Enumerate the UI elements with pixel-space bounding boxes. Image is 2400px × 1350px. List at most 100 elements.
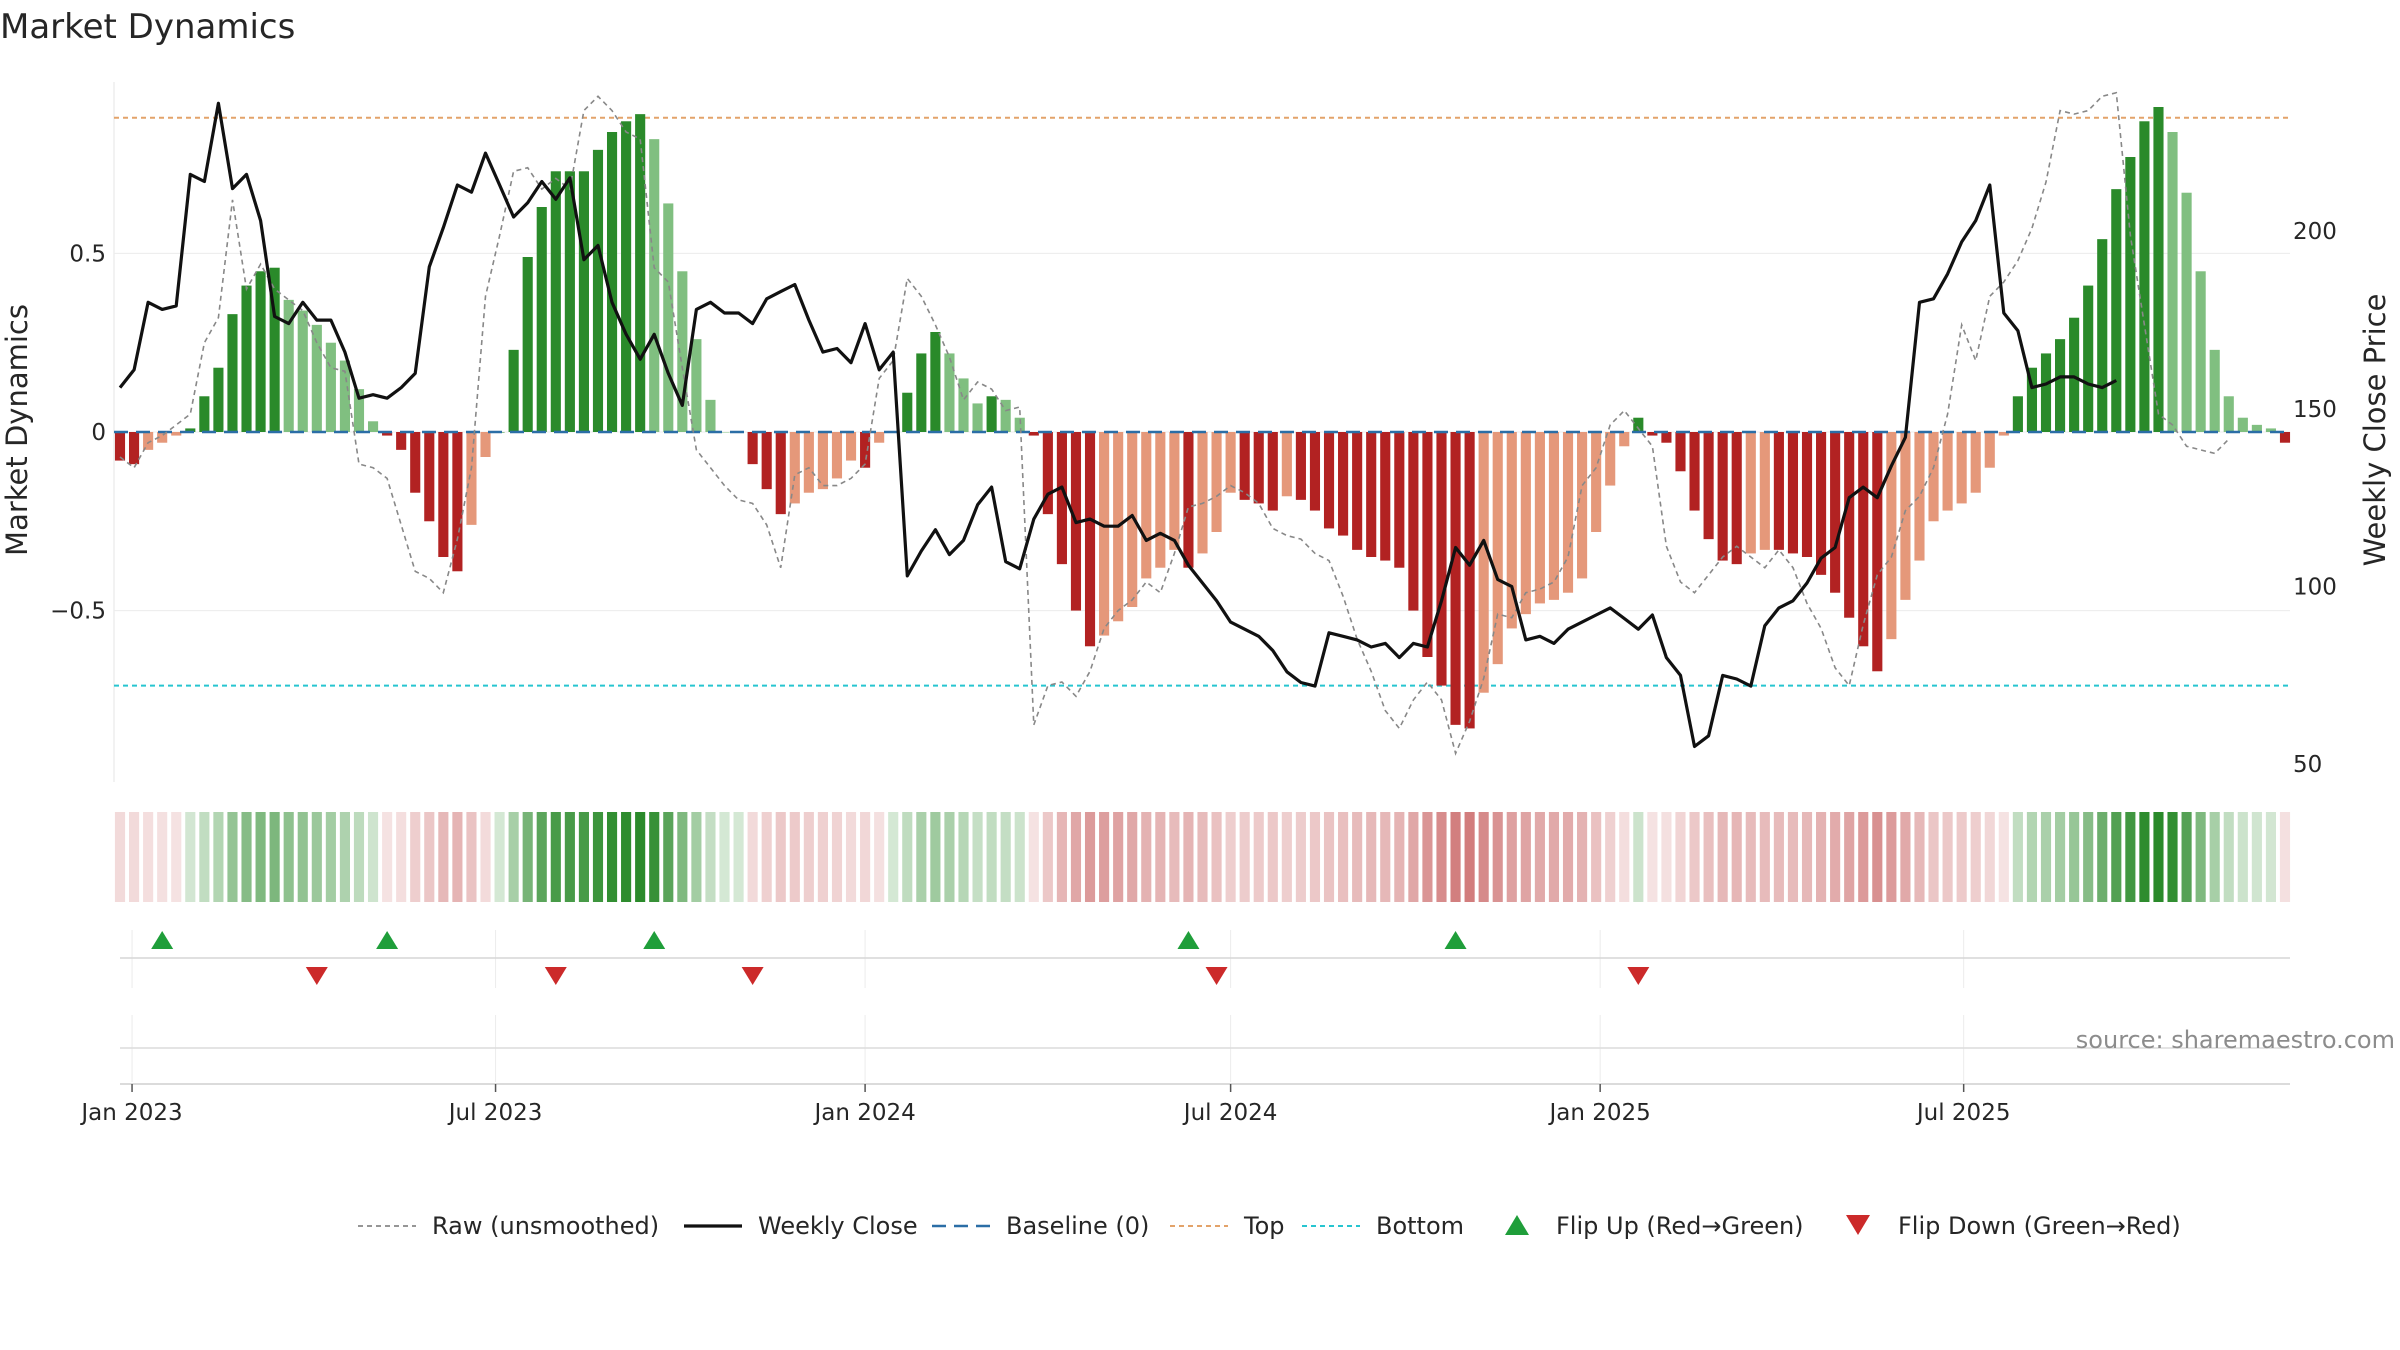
bar: [1084, 432, 1096, 647]
heat-cell: [255, 812, 266, 902]
bar: [2153, 107, 2164, 432]
bar: [255, 271, 266, 432]
bar: [1942, 432, 1953, 511]
bar: [1717, 432, 1728, 561]
heat-cell: [2069, 812, 2080, 902]
bar: [874, 432, 885, 443]
flip-down-marker: [1627, 967, 1650, 985]
bar: [396, 432, 407, 450]
bar: [1099, 432, 1110, 636]
bar: [1450, 432, 1461, 725]
heat-cell: [1562, 812, 1574, 902]
heat-cell: [311, 812, 322, 902]
bar: [2237, 417, 2248, 432]
source-note: source: sharemaestro.com: [2076, 1026, 2395, 1054]
bar: [2209, 349, 2220, 432]
bar: [1408, 432, 1419, 611]
heat-cell: [1548, 812, 1560, 902]
bar: [2069, 317, 2080, 432]
heat-cell: [1619, 812, 1630, 902]
bar: [1127, 432, 1138, 607]
bar: [171, 432, 182, 436]
legend: Raw (unsmoothed) Weekly Close Baseline (0)…: [358, 1212, 2181, 1240]
main-panel: 0.5 0 −0.5 200 150 100 50: [50, 82, 2337, 782]
bar: [1267, 432, 1278, 511]
heat-cell: [1717, 812, 1728, 902]
flip-down-marker: [1205, 967, 1228, 985]
heat-cell: [649, 812, 660, 902]
bar: [705, 399, 716, 432]
bar: [1577, 432, 1588, 579]
bar: [789, 432, 800, 504]
bar: [199, 396, 210, 432]
bar: [1703, 432, 1714, 540]
bar: [1338, 432, 1349, 536]
bar: [2181, 192, 2192, 432]
heat-cell: [325, 812, 336, 902]
heat-cell: [2026, 812, 2038, 902]
bar: [677, 271, 688, 432]
bar: [1183, 432, 1194, 568]
heat-cell: [269, 812, 280, 902]
heat-cell: [2251, 812, 2262, 902]
bar: [1352, 432, 1363, 550]
heat-cell: [2237, 812, 2248, 902]
bar: [1239, 432, 1250, 500]
heat-cell: [1253, 812, 1264, 902]
heat-cell: [2125, 812, 2136, 902]
bar: [1169, 432, 1180, 550]
bar: [663, 203, 674, 432]
heat-cell: [705, 812, 716, 902]
bar: [536, 207, 547, 432]
heat-cell: [1127, 812, 1138, 902]
heat-cell: [410, 812, 421, 902]
heat-cell: [438, 812, 449, 902]
heat-cell: [845, 812, 857, 902]
heat-cell: [1591, 812, 1602, 902]
bar: [1661, 432, 1672, 443]
flip-up-marker: [376, 931, 399, 949]
heat-cell: [2209, 812, 2220, 902]
heat-cell: [1141, 812, 1152, 902]
bar: [916, 353, 927, 432]
heat-cell: [1225, 812, 1236, 902]
bar: [2055, 339, 2066, 432]
bar: [1675, 432, 1686, 472]
bar: [1422, 432, 1433, 657]
bar: [2097, 239, 2108, 432]
heat-cell: [2040, 812, 2052, 902]
bar: [578, 171, 589, 433]
heat-cell: [1478, 812, 1489, 902]
bar: [1436, 432, 1447, 686]
heat-cell: [1295, 812, 1306, 902]
bar: [845, 432, 857, 461]
heat-cell: [424, 812, 435, 902]
chart-title: Market Dynamics: [0, 7, 295, 47]
bar: [649, 139, 660, 432]
bar: [1309, 432, 1321, 511]
heat-cell: [199, 812, 210, 902]
x-axis: Jan 2023 Jul 2023 Jan 2024 Jul 2024 Jan 2025…: [79, 1084, 2010, 1126]
heat-cell: [1309, 812, 1321, 902]
heat-cell: [297, 812, 308, 902]
bar: [1197, 432, 1208, 554]
bar: [480, 432, 491, 457]
x-tick-label: Jan 2024: [812, 1100, 915, 1126]
bar: [2139, 121, 2150, 433]
heat-cell: [2097, 812, 2108, 902]
bar: [466, 432, 477, 525]
heat-cell: [663, 812, 674, 902]
heat-cell: [171, 812, 182, 902]
heat-cell: [1408, 812, 1419, 902]
bar: [213, 367, 224, 432]
bar: [1014, 417, 1025, 432]
bar: [1872, 432, 1883, 672]
heat-cell: [958, 812, 969, 902]
bar: [522, 257, 533, 432]
bar: [143, 432, 154, 450]
heat-cell: [2153, 812, 2164, 902]
heat-cell: [2111, 812, 2122, 902]
bar: [1745, 432, 1756, 554]
heat-cell: [1099, 812, 1110, 902]
bar: [1225, 432, 1236, 493]
